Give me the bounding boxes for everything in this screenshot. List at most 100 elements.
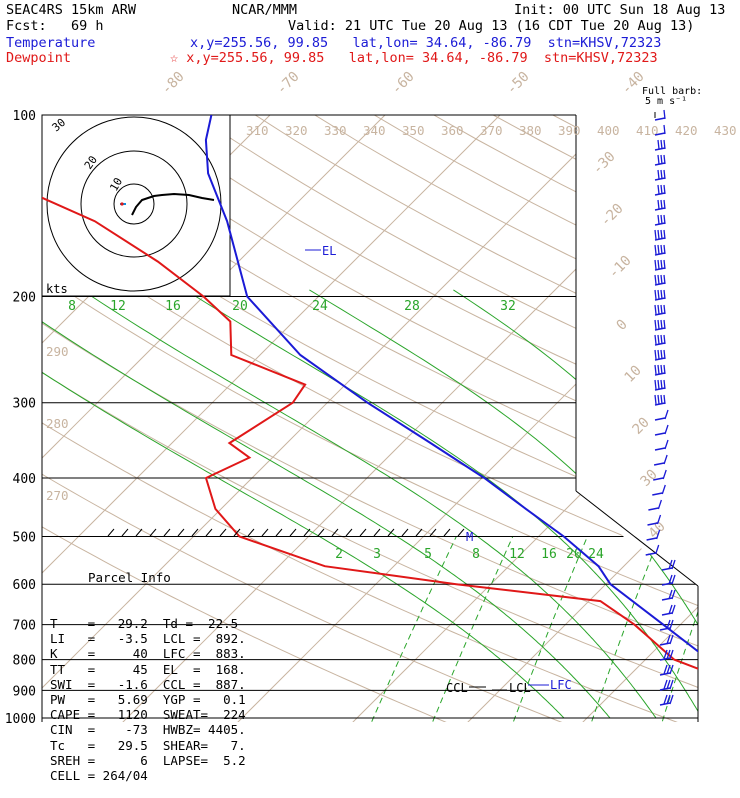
moist-adiabat-label: 8 xyxy=(68,299,76,314)
wind-barb-staff xyxy=(655,208,665,210)
wind-barb-flag xyxy=(655,365,656,374)
parcel-info-title: Parcel Info xyxy=(50,570,233,585)
isobar-label: 800 xyxy=(13,654,36,669)
wind-barb-flag xyxy=(661,275,662,284)
hatch-mark xyxy=(458,529,464,536)
wind-barb-flag xyxy=(655,260,656,269)
isotherm-label: -10 xyxy=(606,253,635,282)
moist-adiabat-label: 32 xyxy=(500,299,516,314)
wind-barb-staff xyxy=(655,163,665,165)
wind-barb-flag xyxy=(658,335,659,344)
wind-barb-staff xyxy=(654,463,664,465)
dry-adiabat-line xyxy=(255,115,740,731)
model-title: SEAC4RS 15km ARW xyxy=(6,2,136,18)
theta-label: 410 xyxy=(636,123,659,138)
mixing-ratio-label: 16 xyxy=(541,547,557,562)
parcel-row: CAPE = 1120 SWEAT= 224 xyxy=(50,707,233,722)
wind-barb-flag xyxy=(655,275,656,284)
isobar-label: 600 xyxy=(13,578,36,593)
parcel-row: CELL = 264/04 xyxy=(50,768,233,783)
parcel-row: SWI = -1.6 CCL = 887. xyxy=(50,677,233,692)
moist-adiabat-label: 12 xyxy=(110,299,126,314)
wind-barb-flag xyxy=(658,185,659,194)
wind-barb-flag xyxy=(661,230,662,239)
parcel-row: T = 29.2 Td = 22.5 xyxy=(50,616,233,631)
wind-barb-flag xyxy=(672,605,675,614)
wind-barb-staff xyxy=(655,448,665,450)
forecast-hour: Fcst: 69 h xyxy=(6,18,104,34)
valid-time: Valid: 21 UTC Tue 20 Aug 13 (16 CDT Tue … xyxy=(288,18,694,34)
wind-barb-flag xyxy=(663,470,666,479)
moist-adiabat-label: 16 xyxy=(165,299,181,314)
lcl-label: LCL xyxy=(509,681,531,695)
hatch-mark xyxy=(248,529,254,536)
wind-barb-flag xyxy=(661,260,662,269)
hatch-mark xyxy=(444,529,450,536)
theta-label: 390 xyxy=(558,123,581,138)
hatch-mark xyxy=(220,529,226,536)
wind-barb-flag xyxy=(661,335,662,344)
wind-barb-staff xyxy=(648,508,658,510)
org-label: NCAR/MMM xyxy=(232,2,297,18)
wind-barb-flag xyxy=(655,350,656,359)
wind-barb-flag xyxy=(670,635,673,644)
hatch-mark xyxy=(122,529,128,536)
mixing-ratio-line xyxy=(510,537,587,731)
dewpoint-legend: Dewpoint xyxy=(6,50,71,66)
ccl-label: CCL xyxy=(446,681,468,695)
hatch-mark xyxy=(276,529,282,536)
parcel-row: K = 40 LFC = 883. xyxy=(50,646,233,661)
wind-barb-flag xyxy=(658,320,659,329)
wind-barb-staff xyxy=(655,178,665,180)
isotherm-label: 0 xyxy=(614,317,631,334)
wind-barb-staff xyxy=(655,148,665,150)
mixing-ratio-label: 2 xyxy=(335,547,343,562)
wind-barb-flag xyxy=(655,230,656,239)
wind-barb-flag xyxy=(661,215,662,224)
wind-barb-flag xyxy=(664,455,667,464)
moist-adiabat-line xyxy=(734,290,740,718)
theta-label: 370 xyxy=(480,123,503,138)
wind-barb-flag xyxy=(664,665,667,674)
theta-label: 320 xyxy=(285,123,308,138)
theta-label: 400 xyxy=(597,123,620,138)
moist-adiabat-label: 20 xyxy=(232,299,248,314)
isotherm-label: 30 xyxy=(638,467,661,490)
barb-legend-value: 5 m s⁻¹ xyxy=(645,96,687,107)
wind-barb-flag xyxy=(655,245,656,254)
hatch-mark xyxy=(290,529,296,536)
wind-barb-flag xyxy=(661,170,662,179)
wind-barb-flag xyxy=(658,365,659,374)
mixing-ratio-label: 3 xyxy=(373,547,381,562)
wind-barb-flag xyxy=(658,275,659,284)
wind-barb-flag xyxy=(661,290,662,299)
moist-adiabat-label: 24 xyxy=(312,299,328,314)
wind-barb-staff xyxy=(662,598,672,600)
wind-barb-flag xyxy=(658,215,659,224)
hatch-mark xyxy=(416,529,422,536)
wind-barb-flag xyxy=(658,200,659,209)
isotherm-label: -80 xyxy=(159,69,188,98)
mixing-ratio-label: 8 xyxy=(472,547,480,562)
theta-label: 430 xyxy=(714,123,737,138)
dewpoint-station-info: ☆ x,y=255.56, 99.85 lat,lon= 34.64, -86.… xyxy=(170,50,658,66)
isobar-label: 300 xyxy=(13,397,36,412)
wind-barb-flag xyxy=(661,395,662,404)
isobar-label: 500 xyxy=(13,530,36,545)
mixing-ratio-label: 5 xyxy=(424,547,432,562)
wind-barb-flag xyxy=(658,170,659,179)
wind-barb-flag xyxy=(658,230,659,239)
hatch-mark xyxy=(150,529,156,536)
isotherm-line xyxy=(0,115,40,731)
wind-barb-flag xyxy=(661,185,662,194)
theta-label: 310 xyxy=(246,123,269,138)
wind-barb-flag xyxy=(670,665,673,674)
wind-barb-flag xyxy=(661,245,662,254)
wind-barb-staff xyxy=(662,613,672,615)
hatch-mark xyxy=(388,529,394,536)
wind-barb-flag xyxy=(665,410,668,419)
isobar-label: 200 xyxy=(13,291,36,306)
wind-barb-flag xyxy=(661,365,662,374)
hatch-mark xyxy=(262,529,268,536)
theta-label: 340 xyxy=(363,123,386,138)
